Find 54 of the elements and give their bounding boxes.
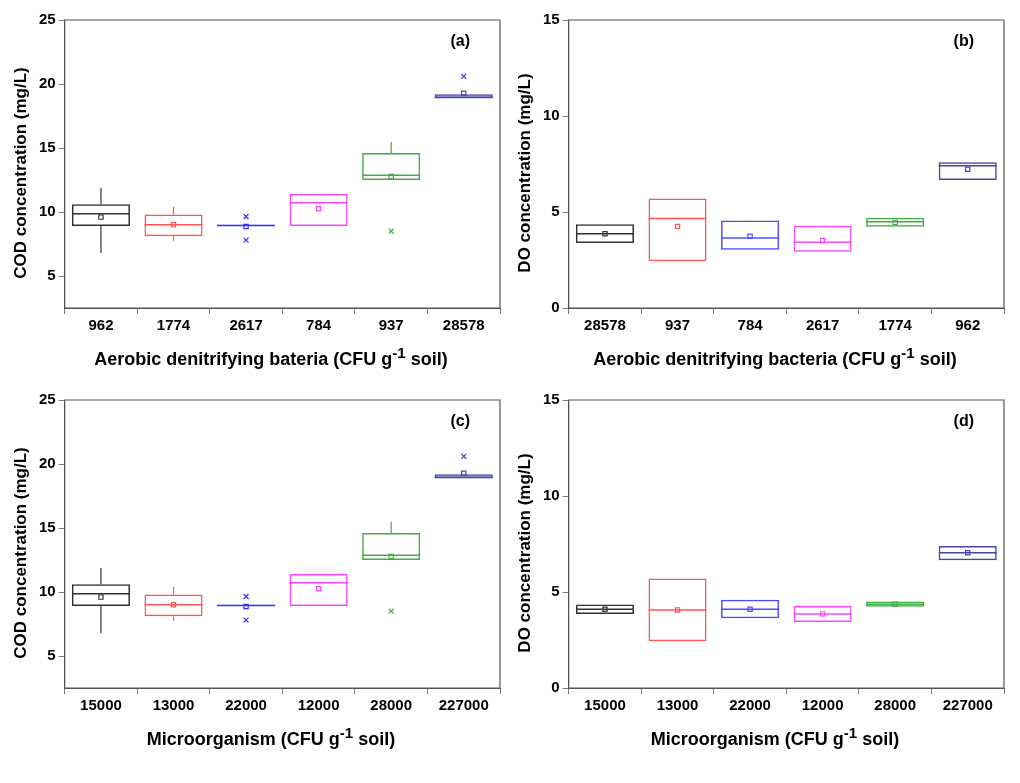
x-tick-label: 13000 [656, 696, 699, 714]
y-axis-title: COD concentration (mg/L) [11, 447, 31, 659]
x-tick-label: 962 [88, 316, 114, 334]
x-tick-label: 28578 [442, 316, 485, 334]
x-tick-label: 28000 [874, 696, 917, 714]
annotation: (a) [450, 32, 470, 50]
x-axis-title: Aerobic denitrifying bacteria (CFU g$^{-1}$ soil) [592, 344, 958, 370]
x-tick-label: 15000 [80, 696, 122, 714]
x-axis-title: Microorganism (CFU g$^{-1}$ soil) [145, 724, 397, 750]
annotation: (c) [450, 412, 470, 430]
y-tick-label: 5 [551, 202, 560, 220]
x-tick-label: 937 [378, 316, 404, 334]
x-tick-label: 12000 [297, 696, 340, 714]
y-tick-label: 20 [39, 454, 56, 472]
y-tick-label: 10 [39, 202, 56, 220]
y-tick-label: 10 [543, 486, 560, 504]
x-tick-label: 784 [306, 316, 332, 334]
x-tick-label: 784 [737, 316, 764, 334]
y-tick-label: 10 [39, 582, 56, 600]
y-tick-label: 20 [39, 74, 56, 92]
x-tick-label: 227000 [438, 696, 489, 714]
x-tick-label: 2617 [805, 316, 840, 334]
y-tick-label: 0 [551, 298, 560, 316]
y-tick-label: 5 [47, 646, 56, 664]
y-tick-label: 10 [543, 106, 560, 124]
annotation: (d) [953, 412, 974, 430]
x-tick-label: 2617 [229, 316, 263, 334]
x-tick-label: 15000 [584, 696, 626, 714]
x-tick-label: 28578 [584, 316, 626, 334]
y-tick-label: 0 [551, 678, 560, 696]
y-tick-label: 5 [47, 266, 56, 284]
x-tick-label: 962 [955, 316, 981, 334]
y-tick-label: 5 [551, 582, 560, 600]
y-tick-label: 15 [39, 518, 56, 536]
x-tick-label: 13000 [152, 696, 195, 714]
y-axis-title: DO concentration (mg/L) [515, 73, 535, 273]
y-tick-label: 25 [39, 10, 56, 28]
y-axis-title: DO concentration (mg/L) [515, 453, 535, 653]
y-tick-label: 15 [543, 390, 560, 408]
x-tick-label: 937 [665, 316, 691, 334]
x-tick-label: 22000 [225, 696, 267, 714]
annotation: (b) [953, 32, 974, 50]
x-axis-title: Aerobic denitrifying bateria (CFU g$^{-1}$ soil) [93, 344, 449, 370]
y-axis-title: COD concentration (mg/L) [11, 67, 31, 279]
x-tick-label: 28000 [370, 696, 413, 714]
x-tick-label: 22000 [729, 696, 771, 714]
y-tick-label: 15 [39, 138, 56, 156]
x-tick-label: 12000 [801, 696, 844, 714]
x-tick-label: 227000 [942, 696, 993, 714]
x-axis-title: Microorganism (CFU g$^{-1}$ soil) [649, 724, 901, 750]
y-tick-label: 25 [39, 390, 56, 408]
x-tick-label: 1774 [156, 316, 191, 334]
y-tick-label: 15 [543, 10, 560, 28]
x-tick-label: 1774 [878, 316, 913, 334]
